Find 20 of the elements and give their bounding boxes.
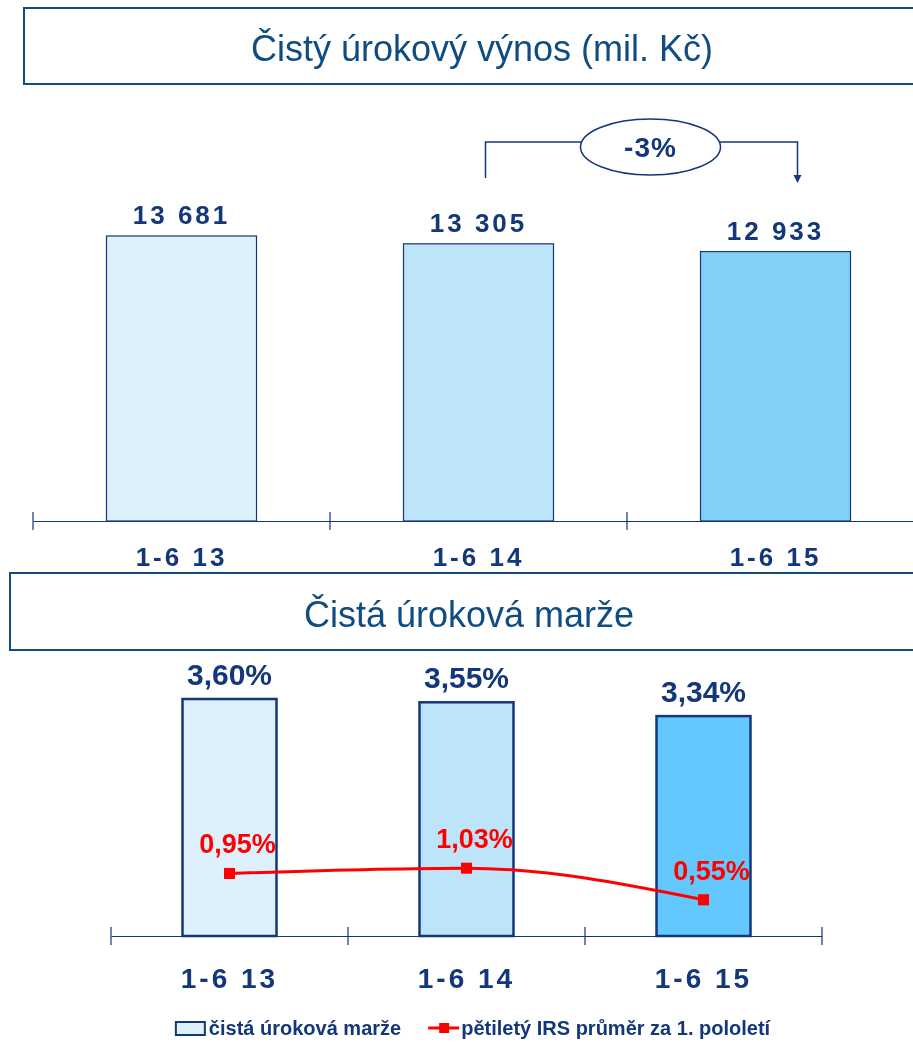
x-tick-label: 1-6 14 bbox=[417, 963, 516, 994]
legend-label: pětiletý IRS průměr za 1. pololetí bbox=[461, 1017, 772, 1039]
data-label: 13 681 bbox=[132, 200, 231, 230]
x-tick-label: 1-6 14 bbox=[432, 542, 525, 572]
x-tick-label: 1-6 15 bbox=[654, 963, 753, 994]
data-label: 0,55% bbox=[673, 855, 750, 886]
x-tick-label: 1-6 13 bbox=[180, 963, 279, 994]
data-label: 3,34% bbox=[660, 675, 747, 709]
text: -3% bbox=[624, 132, 677, 163]
data-label: 13 305 bbox=[429, 207, 528, 238]
data-label: 12 933 bbox=[726, 215, 825, 246]
x-tick-label: 1-6 13 bbox=[135, 542, 228, 572]
data-label: 0,95% bbox=[199, 829, 276, 860]
chart-title: Čistý úrokový výnos (mil. Kč) bbox=[250, 28, 714, 69]
x-tick-label: 1-6 15 bbox=[729, 542, 822, 572]
legend-label: čistá úroková marže bbox=[208, 1017, 402, 1039]
data-label: 1,03% bbox=[436, 824, 513, 855]
data-label: 3,60% bbox=[186, 658, 273, 691]
chart-title: Čistá úroková marže bbox=[303, 594, 635, 635]
data-label: 3,55% bbox=[423, 661, 510, 695]
